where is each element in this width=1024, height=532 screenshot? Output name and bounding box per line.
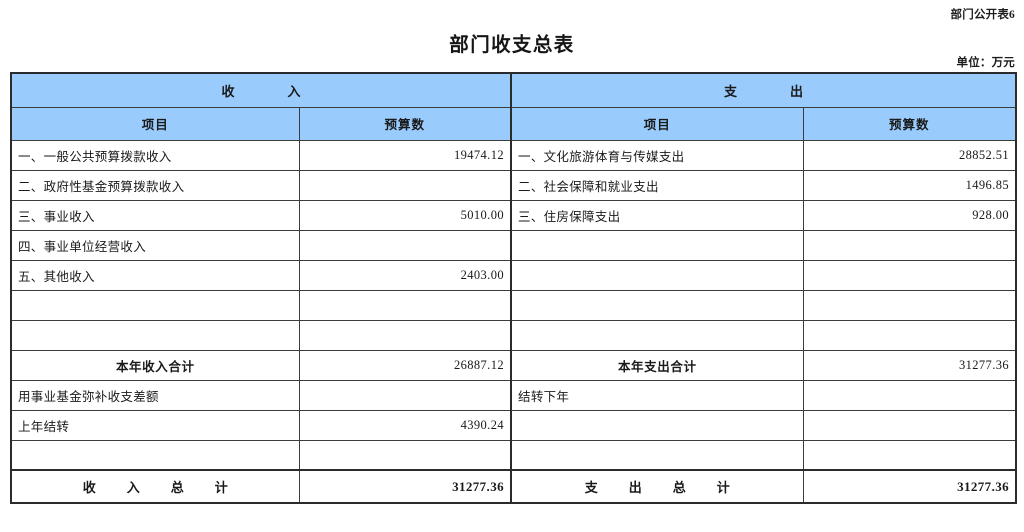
cell-income-amount: 19474.12 (298, 139, 513, 171)
table-row: 三、事业收入 5010.00 三、住房保障支出 928.00 (10, 199, 1017, 231)
cell-income-amount (298, 379, 513, 411)
col-header-income-item: 项目 (10, 106, 300, 141)
cell-expenditure-amount (802, 289, 1017, 321)
grand-total-income-label: 收 入 总 计 (10, 469, 300, 504)
col-header-income-amount: 预算数 (298, 106, 513, 141)
cell-income-amount: 5010.00 (298, 199, 513, 231)
cell-income-amount (298, 229, 513, 261)
table-row: 四、事业单位经营收入 (10, 229, 1017, 261)
cell-expenditure-item (510, 229, 804, 261)
group-header-expenditure: 支 出 (510, 72, 1017, 108)
table-row: 二、政府性基金预算拨款收入 二、社会保障和就业支出 1496.85 (10, 169, 1017, 201)
cell-income-item: 四、事业单位经营收入 (10, 229, 300, 261)
group-header-row: 收 入 支 出 (10, 72, 1017, 108)
grand-total-income-amount: 31277.36 (298, 469, 513, 504)
cell-expenditure-amount: 928.00 (802, 199, 1017, 231)
table-row: 一、一般公共预算拨款收入 19474.12 一、文化旅游体育与传媒支出 28852.5… (10, 139, 1017, 171)
grand-total-expenditure-label: 支 出 总 计 (510, 469, 804, 504)
column-header-row: 项目 预算数 项目 预算数 (10, 106, 1017, 141)
budget-summary-table: 收 入 支 出 项目 预算数 项目 预算数 一、一般公共预算拨款收入 19474.… (10, 72, 1018, 504)
col-header-expenditure-amount: 预算数 (802, 106, 1017, 141)
cell-expenditure-item (510, 319, 804, 351)
cell-income-item: 三、事业收入 (10, 199, 300, 231)
table-row: 本年收入合计 26887.12 本年支出合计 31277.36 (10, 349, 1017, 381)
document-reference: 部门公开表6 (950, 9, 1015, 21)
cell-expenditure-item: 三、住房保障支出 (510, 199, 804, 231)
cell-expenditure-item (510, 289, 804, 321)
cell-expenditure-item: 本年支出合计 (510, 349, 804, 381)
cell-expenditure-amount (802, 259, 1017, 291)
cell-expenditure-item: 二、社会保障和就业支出 (510, 169, 804, 201)
cell-expenditure-amount (802, 409, 1017, 441)
cell-income-amount: 4390.24 (298, 409, 513, 441)
cell-expenditure-amount: 1496.85 (802, 169, 1017, 201)
unit-note: 单位：万元 (956, 57, 1015, 69)
cell-expenditure-amount (802, 379, 1017, 411)
cell-expenditure-item (510, 439, 804, 471)
group-header-income: 收 入 (10, 72, 513, 108)
cell-expenditure-item: 一、文化旅游体育与传媒支出 (510, 139, 804, 171)
cell-income-amount: 26887.12 (298, 349, 513, 381)
cell-income-item: 本年收入合计 (10, 349, 300, 381)
table-row: 用事业基金弥补收支差额 结转下年 (10, 379, 1017, 411)
table-row (10, 439, 1017, 471)
cell-income-item (10, 289, 300, 321)
cell-income-amount (298, 289, 513, 321)
budget-table-body: 收 入 支 出 项目 预算数 项目 预算数 一、一般公共预算拨款收入 19474.… (10, 72, 1017, 504)
col-header-expenditure-item: 项目 (510, 106, 804, 141)
cell-income-amount (298, 169, 513, 201)
cell-income-item (10, 319, 300, 351)
grand-total-expenditure-amount: 31277.36 (802, 469, 1017, 504)
cell-expenditure-item: 结转下年 (510, 379, 804, 411)
cell-expenditure-item (510, 409, 804, 441)
cell-expenditure-item (510, 259, 804, 291)
cell-income-item (10, 439, 300, 471)
cell-income-item: 用事业基金弥补收支差额 (10, 379, 300, 411)
grand-total-row: 收 入 总 计 31277.36 支 出 总 计 31277.36 (10, 469, 1017, 504)
cell-expenditure-amount: 31277.36 (802, 349, 1017, 381)
cell-expenditure-amount (802, 439, 1017, 471)
cell-expenditure-amount (802, 319, 1017, 351)
cell-income-amount (298, 319, 513, 351)
cell-income-item: 一、一般公共预算拨款收入 (10, 139, 300, 171)
cell-expenditure-amount (802, 229, 1017, 261)
cell-income-amount: 2403.00 (298, 259, 513, 291)
cell-income-item: 上年结转 (10, 409, 300, 441)
cell-income-item: 五、其他收入 (10, 259, 300, 291)
budget-table-container: 收 入 支 出 项目 预算数 项目 预算数 一、一般公共预算拨款收入 19474.… (10, 72, 1018, 504)
table-row (10, 319, 1017, 351)
page-title: 部门收支总表 (449, 34, 575, 56)
table-row: 上年结转 4390.24 (10, 409, 1017, 441)
cell-income-amount (298, 439, 513, 471)
table-row: 五、其他收入 2403.00 (10, 259, 1017, 291)
table-row (10, 289, 1017, 321)
cell-income-item: 二、政府性基金预算拨款收入 (10, 169, 300, 201)
cell-expenditure-amount: 28852.51 (802, 139, 1017, 171)
